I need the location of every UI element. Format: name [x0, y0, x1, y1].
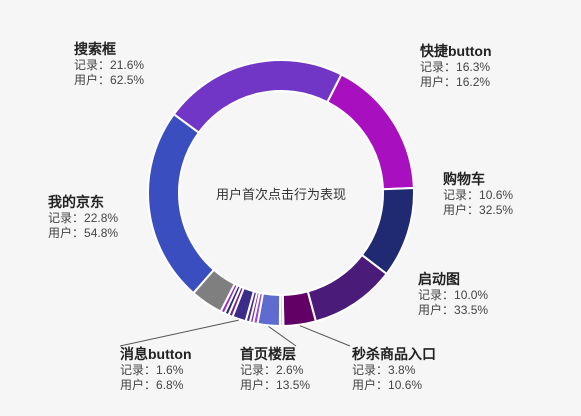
leader-line-9	[119, 319, 239, 347]
donut-slice-15	[172, 59, 343, 134]
slice-name: 购物车	[443, 171, 485, 187]
user-share: 13.5%	[276, 378, 311, 392]
user-share: 54.8%	[84, 226, 119, 240]
user-share: 62.5%	[110, 73, 145, 87]
leader-line-3	[299, 325, 351, 347]
user-share: 16.2%	[456, 75, 491, 89]
slice-label-launch: 启动图 记录：10.0% 用户：33.5%	[418, 271, 489, 317]
slice-label-cart: 购物车 记录：10.6% 用户：32.5%	[443, 171, 514, 217]
slice-name: 启动图	[418, 271, 460, 287]
slice-label-my-jd: 我的京东 记录：22.8% 用户：54.8%	[48, 194, 119, 240]
slice-label-message-button: 消息button 记录：1.6% 用户：6.8%	[120, 346, 192, 392]
chart-title: 用户首次点击行为表现	[215, 187, 346, 202]
leader-line-5	[268, 326, 297, 347]
user-share: 10.6%	[388, 378, 423, 392]
record-share: 10.6%	[479, 188, 514, 202]
slice-name: 消息button	[120, 346, 192, 362]
slice-name: 秒杀商品入口	[352, 346, 436, 362]
slice-label-floor: 首页楼层 记录：2.6% 用户：13.5%	[240, 346, 311, 392]
user-share: 33.5%	[454, 303, 489, 317]
user-share: 32.5%	[479, 203, 514, 217]
record-share: 3.8%	[388, 363, 416, 377]
slice-label-quick-button: 快捷button 记录：16.3% 用户：16.2%	[420, 43, 492, 89]
slice-name: 我的京东	[48, 194, 104, 210]
slice-name: 搜索框	[74, 41, 116, 57]
user-share: 6.8%	[156, 378, 184, 392]
record-share: 10.0%	[454, 288, 489, 302]
record-share: 2.6%	[276, 363, 304, 377]
record-share: 16.3%	[456, 60, 491, 74]
donut-slice-2	[306, 253, 388, 323]
record-share: 21.6%	[110, 58, 145, 72]
slice-label-flash-sale: 秒杀商品入口 记录：3.8% 用户：10.6%	[352, 346, 436, 392]
donut-slice-14	[147, 112, 216, 295]
record-share: 1.6%	[156, 363, 184, 377]
slice-label-search: 搜索框 记录：21.6% 用户：62.5%	[74, 41, 145, 87]
donut-slice-0	[325, 73, 415, 191]
slice-name: 首页楼层	[240, 346, 296, 362]
record-share: 22.8%	[84, 211, 119, 225]
slice-name: 快捷button	[420, 43, 492, 59]
